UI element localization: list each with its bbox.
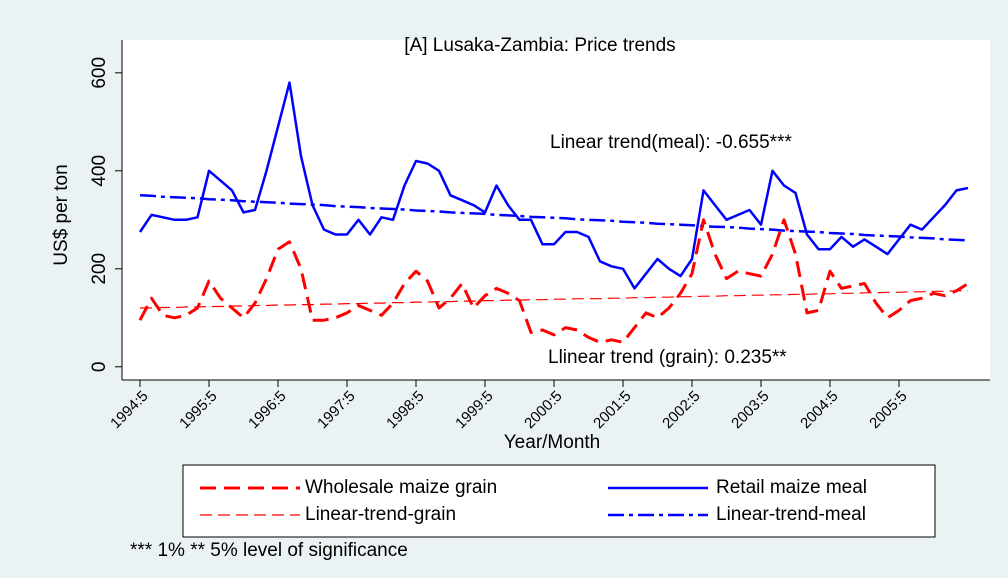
x-axis-title: Year/Month	[504, 432, 600, 453]
y-tick-label: 600	[89, 57, 110, 89]
annotation: Llinear trend (grain): 0.235**	[548, 347, 787, 368]
series-line	[138, 81, 969, 290]
y-tick-label: 0	[89, 361, 110, 372]
legend	[182, 464, 936, 538]
legend-label: Retail maize meal	[716, 477, 867, 498]
plot-area	[122, 40, 990, 380]
series-line	[140, 290, 968, 309]
note: *** 1% ** 5% level of significance	[130, 540, 408, 561]
y-axis-title: US$ per ton	[51, 164, 72, 265]
y-tick-label: 200	[89, 253, 110, 285]
legend-label: Linear-trend-meal	[716, 504, 866, 525]
legend-label: Wholesale maize grain	[305, 477, 497, 498]
series-line	[138, 218, 969, 344]
annotation: Linear trend(meal): -0.655***	[550, 132, 792, 153]
series-line	[139, 194, 969, 242]
y-tick-label: 400	[89, 155, 110, 187]
chart-title: [A] Lusaka-Zambia: Price trends	[404, 35, 675, 56]
legend-label: Linear-trend-grain	[305, 504, 456, 525]
